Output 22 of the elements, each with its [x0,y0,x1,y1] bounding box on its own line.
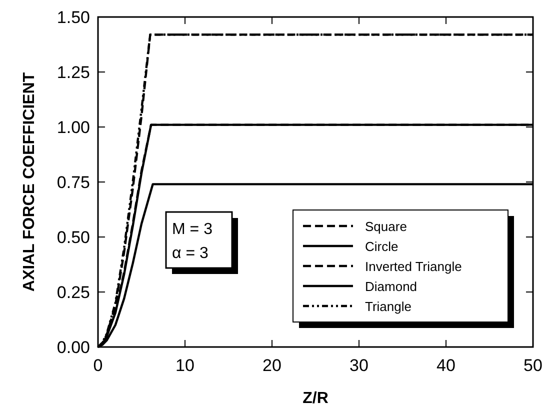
x-tick-label: 20 [262,356,282,375]
y-tick-label: 1.25 [56,63,90,82]
x-tick-label: 10 [176,356,194,375]
legend-label: Circle [365,239,398,254]
legend-label: Square [365,219,407,234]
y-tick-label: 0.50 [56,228,90,247]
legend-label: Inverted Triangle [365,259,462,274]
y-tick-label: 0.75 [56,173,90,192]
x-tick-label: 50 [524,356,542,375]
x-tick-label: 30 [350,356,368,375]
y-tick-label: 1.50 [56,8,90,27]
legend-label: Triangle [365,299,412,314]
annotation: α = 3 [172,245,208,262]
y-tick-label: 1.00 [56,118,90,137]
y-tick-label: 0.00 [56,338,90,357]
annotation: M = 3 [172,221,213,238]
x-tick-label: 0 [93,356,103,375]
legend-label: Diamond [365,279,418,294]
y-tick-label: 0.25 [56,283,90,302]
y-axis-title: AXIAL FORCE COEFFICIENT [21,72,38,292]
x-axis-title: Z/R [302,390,329,407]
x-tick-label: 40 [436,356,456,375]
